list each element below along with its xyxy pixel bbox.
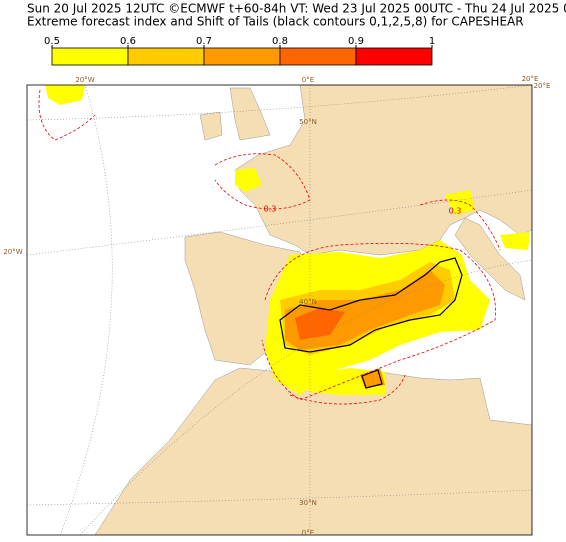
colorbar: 0.5 0.6 0.7 0.8 0.9 1: [44, 36, 435, 66]
red-contours: [38, 89, 501, 405]
graticule-label: 0°E: [302, 76, 314, 84]
land: [229, 87, 271, 141]
colorbar-label: 0.7: [196, 36, 212, 47]
graticule: [26, 84, 533, 536]
map-frame: [26, 84, 533, 536]
graticule-label: 20°E: [534, 82, 551, 90]
title-line: Sun 20 Jul 2025 12UTC ©ECMWF t+60-84h VT…: [27, 2, 566, 16]
sot-contours: [279, 257, 463, 389]
graticule-label: 0°E: [302, 529, 314, 537]
contour-label: 0.3: [449, 207, 462, 216]
contour-label: 0.3: [264, 205, 277, 214]
title-line: Extreme forecast index and Shift of Tail…: [27, 15, 524, 29]
colorbar-segment: [51, 47, 129, 66]
colorbar-label: 0.9: [348, 36, 364, 47]
colorbar-segment: [355, 47, 433, 66]
graticule-label: 20°W: [75, 76, 94, 84]
colorbar-segment: [203, 47, 281, 66]
graticule-label: 20°W: [3, 248, 22, 256]
colorbar-label: 1: [429, 36, 435, 47]
land: [454, 217, 526, 301]
map: 20°W 0°E 20°E 20°E 50°N 20°W 40°N 30°N 0…: [3, 75, 550, 537]
colorbar-segment: [279, 47, 357, 66]
colorbar-segment: [127, 47, 205, 66]
graticule-label: 20°E: [522, 75, 539, 83]
colorbar-label: 0.6: [120, 36, 136, 47]
graticule-label: 30°N: [299, 499, 317, 507]
colorbar-label: 0.5: [44, 36, 60, 47]
colorbar-label: 0.8: [272, 36, 288, 47]
graticule-label: 50°N: [299, 118, 317, 126]
graticule-label: 40°N: [299, 298, 317, 306]
